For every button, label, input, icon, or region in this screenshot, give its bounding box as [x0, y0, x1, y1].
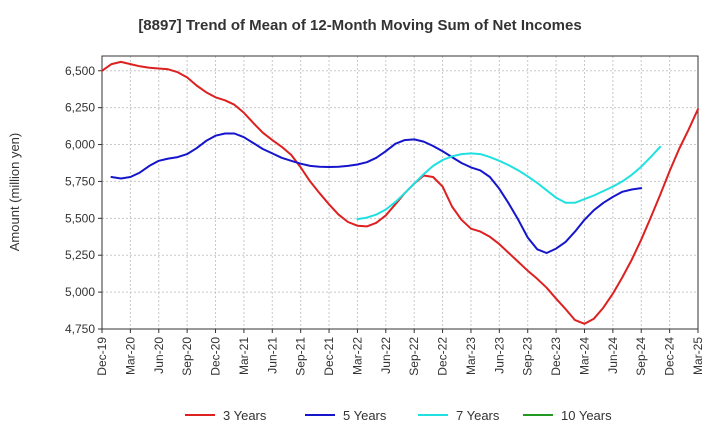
legend-label-5-years: 5 Years: [343, 408, 387, 423]
x-tick-label: Mar-22: [350, 337, 364, 375]
chart-title: [8897] Trend of Mean of 12-Month Moving …: [138, 17, 581, 34]
x-tick-label: Jun-21: [265, 337, 279, 374]
axes: 4,750 5,000 5,250 5,500 5,750 6,000 6,250 6,500…: [65, 64, 705, 376]
y-tick-label: 5,000: [65, 285, 95, 299]
y-tick-label: 5,250: [65, 248, 95, 262]
x-tick-label: Sep-20: [180, 337, 194, 376]
x-tick-label: Dec-20: [209, 337, 223, 376]
series-line-5-years: [110, 132, 643, 254]
x-tick-label: Jun-20: [152, 337, 166, 374]
y-tick-label: 5,500: [65, 211, 95, 225]
x-tick-label: Jun-22: [379, 337, 393, 374]
x-tick-label: Mar-23: [464, 337, 478, 375]
x-tick-label: Dec-24: [663, 337, 677, 376]
plot-frame: [101, 55, 699, 330]
x-tick-label: Mar-20: [123, 337, 137, 375]
x-tick-label: Dec-22: [436, 337, 450, 376]
x-tick-label: Dec-21: [322, 337, 336, 376]
legend-label-3-years: 3 Years: [223, 408, 267, 423]
x-tick-label: Dec-19: [95, 337, 109, 376]
y-tick-label: 5,750: [65, 174, 95, 188]
series-lines: [101, 60, 699, 325]
legend-label-7-years: 7 Years: [456, 408, 500, 423]
x-tick-label: Jun-24: [606, 337, 620, 374]
series-line-7-years: [356, 145, 662, 221]
y-tick-label: 6,000: [65, 138, 95, 152]
x-tick-label: Dec-23: [549, 337, 563, 376]
y-tick-label: 4,750: [65, 322, 95, 336]
x-tick-label: Sep-22: [407, 337, 421, 376]
x-tick-label: Sep-23: [521, 337, 535, 376]
x-tick-label: Sep-24: [634, 337, 648, 376]
x-tick-label: Mar-24: [577, 337, 591, 375]
x-tick-label: Mar-25: [691, 337, 705, 375]
x-tick-label: Mar-21: [237, 337, 251, 375]
legend-label-10-years: 10 Years: [561, 408, 612, 423]
y-axis-label: Amount (million yen): [7, 133, 22, 252]
x-tick-label: Jun-23: [492, 337, 506, 374]
x-tick-label: Sep-21: [294, 337, 308, 376]
legend: 3 Years 5 Years 7 Years 10 Years: [185, 408, 612, 423]
y-tick-label: 6,250: [65, 101, 95, 115]
y-tick-label: 6,500: [65, 64, 95, 78]
